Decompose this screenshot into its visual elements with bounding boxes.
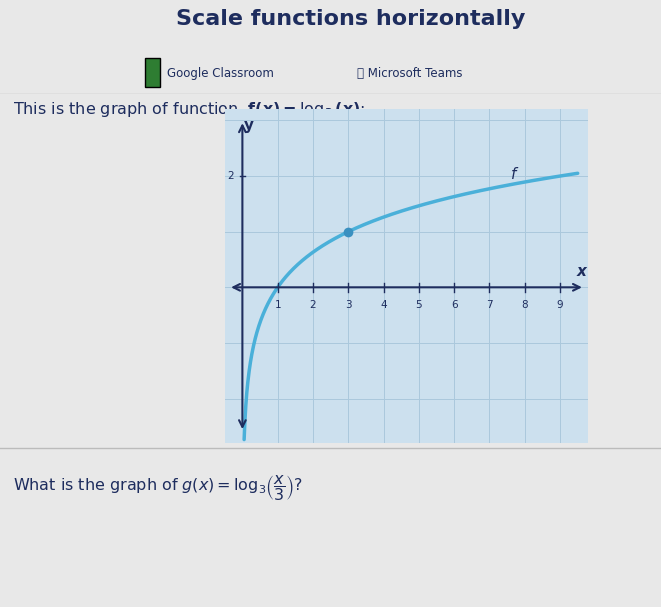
Text: This is the graph of function  $\mathbf{f(x) = \log_3(x)}$:: This is the graph of function $\mathbf{f… [13,100,366,119]
Text: 7: 7 [486,300,492,310]
Text: 3: 3 [345,300,352,310]
Text: 5: 5 [416,300,422,310]
Text: Google Classroom: Google Classroom [167,67,274,80]
Text: x: x [576,264,586,279]
Text: 👥 Microsoft Teams: 👥 Microsoft Teams [357,67,463,80]
Text: Scale functions horizontally: Scale functions horizontally [176,9,525,29]
Text: 9: 9 [557,300,563,310]
Text: 4: 4 [380,300,387,310]
Text: 1: 1 [274,300,281,310]
Text: f: f [511,167,516,182]
Text: 8: 8 [522,300,528,310]
Text: What is the graph of $g(x) = \log_3\!\left(\dfrac{x}{3}\right)$?: What is the graph of $g(x) = \log_3\!\le… [13,473,303,503]
Text: 2: 2 [309,300,317,310]
Text: 2: 2 [227,171,233,181]
Text: 6: 6 [451,300,457,310]
Text: y: y [244,118,254,132]
FancyBboxPatch shape [145,58,160,87]
